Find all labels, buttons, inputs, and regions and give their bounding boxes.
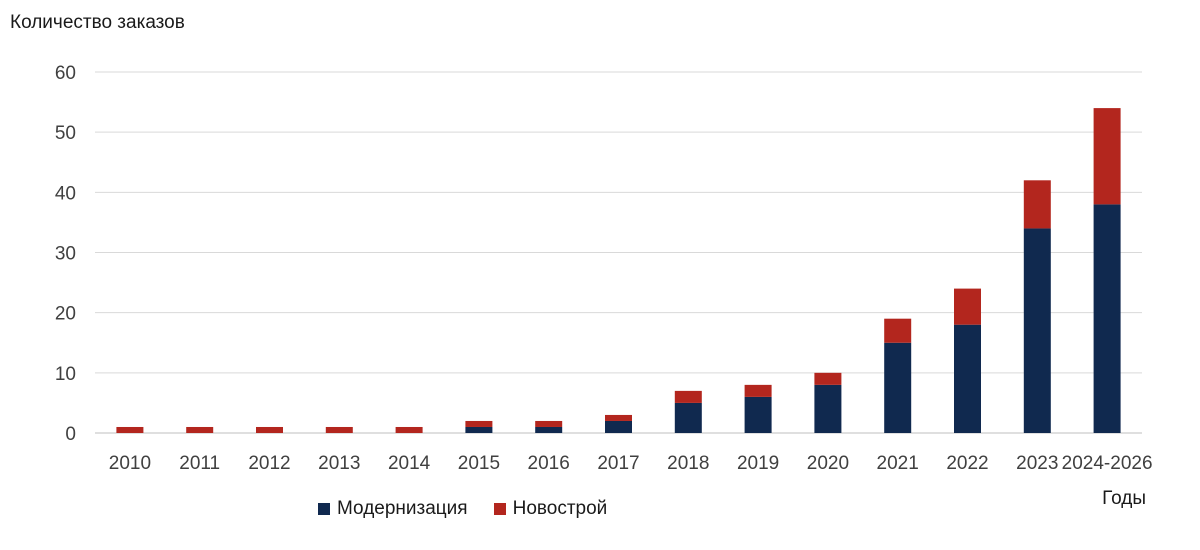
x-tick-label: 2024-2026 <box>1062 453 1153 474</box>
bar-new-build <box>116 426 144 433</box>
x-tick-label: 2021 <box>877 453 919 474</box>
x-tick-label: 2010 <box>109 453 151 474</box>
x-tick-label: 2016 <box>528 453 570 474</box>
bar-new-build <box>954 288 981 325</box>
bar-modernization <box>814 384 842 433</box>
bar-modernization <box>954 324 981 433</box>
bar-modernization <box>674 402 702 433</box>
y-axis-label: Количество заказов <box>10 12 185 33</box>
legend-label-modernization: Модернизация <box>337 498 468 519</box>
bar-new-build <box>744 384 772 397</box>
bar-modernization <box>1023 228 1051 433</box>
bar-new-build <box>465 420 493 427</box>
bar-new-build <box>395 426 423 433</box>
bar-new-build <box>1023 180 1051 229</box>
legend-item-modernization: Модернизация <box>318 498 468 520</box>
gridlines <box>95 71 1142 434</box>
bar-modernization <box>1093 204 1121 433</box>
x-tick-label: 2014 <box>388 453 431 474</box>
x-tick-label: 2017 <box>597 453 639 474</box>
x-tick-label: 2022 <box>946 453 988 474</box>
x-tick-label: 2012 <box>248 453 290 474</box>
y-tick-label: 60 <box>55 63 76 84</box>
y-tick-label: 40 <box>55 183 76 204</box>
legend-item-new-build: Новострой <box>493 498 608 520</box>
bar-new-build <box>256 426 283 433</box>
bar-new-build <box>884 318 912 343</box>
bar-new-build <box>1093 108 1121 205</box>
x-tick-label: 2019 <box>737 453 779 474</box>
y-axis-ticks: 0 10 20 30 40 50 60 <box>55 63 76 445</box>
x-tick-label: 2020 <box>807 453 849 474</box>
bar-modernization <box>884 342 912 433</box>
y-tick-label: 0 <box>65 424 76 445</box>
x-axis-label: Годы <box>1102 488 1146 509</box>
legend-label-new-build: Новострой <box>512 498 608 519</box>
x-tick-label: 2023 <box>1016 453 1058 474</box>
y-tick-label: 20 <box>55 304 76 325</box>
bar-modernization <box>465 426 493 433</box>
legend-swatch-new-build <box>493 503 506 515</box>
bar-modernization <box>744 396 772 433</box>
legend-swatch-modernization <box>318 503 330 515</box>
y-tick-label: 10 <box>55 364 76 385</box>
x-tick-label: 2015 <box>458 453 500 474</box>
x-axis-ticks: 2010 2011 2012 2013 2014 2015 2016 2017 2018 2019… <box>109 453 1153 474</box>
bar-new-build <box>814 372 842 385</box>
legend: Модернизация Новострой <box>318 498 633 520</box>
x-tick-label: 2018 <box>667 453 709 474</box>
bar-new-build <box>186 426 214 433</box>
bar-new-build <box>325 426 353 433</box>
bar-new-build <box>605 414 632 421</box>
bars <box>116 108 1121 433</box>
y-tick-label: 50 <box>55 123 76 144</box>
bar-new-build <box>674 390 702 403</box>
bar-new-build <box>535 420 563 427</box>
bar-modernization <box>605 420 632 433</box>
x-tick-label: 2011 <box>179 453 220 474</box>
x-tick-label: 2013 <box>318 453 360 474</box>
bar-modernization <box>535 426 563 433</box>
y-tick-label: 30 <box>55 244 76 265</box>
